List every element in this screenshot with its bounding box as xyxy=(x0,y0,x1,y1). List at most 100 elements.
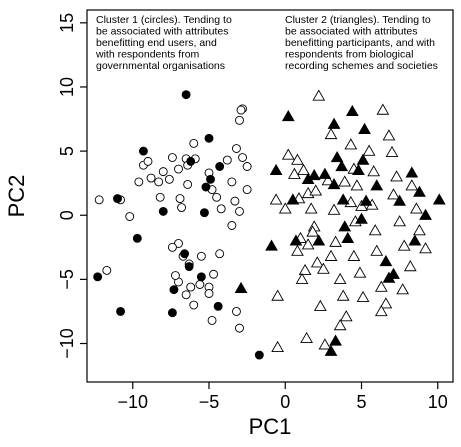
filled-triangle-point xyxy=(336,193,350,205)
open-triangle-point xyxy=(382,129,396,141)
open-triangle-point xyxy=(353,266,367,278)
open-triangle-point xyxy=(318,338,332,350)
open-circle-point xyxy=(235,206,244,216)
annotation-line: recording schemes and societies xyxy=(285,60,438,72)
open-triangle-point xyxy=(339,310,353,322)
filled-triangle-point xyxy=(352,163,365,175)
x-tick-label: 0 xyxy=(280,392,290,412)
filled-triangle-point xyxy=(408,234,422,246)
open-circle-point xyxy=(146,173,156,183)
filled-triangle-point xyxy=(312,234,326,246)
open-triangle-point xyxy=(269,193,283,205)
open-triangle-point xyxy=(367,165,381,177)
filled-circle-point xyxy=(167,308,177,318)
open-circle-point xyxy=(154,177,164,187)
open-circle-point xyxy=(242,185,252,195)
open-circle-point xyxy=(196,251,206,261)
annotation-line: be associated with attributes xyxy=(285,26,418,38)
open-circle-point xyxy=(181,290,191,300)
filled-triangle-point xyxy=(370,179,384,191)
filled-circle-point xyxy=(184,262,194,272)
open-circle-point xyxy=(177,203,187,212)
open-circle-point xyxy=(170,271,180,280)
open-circle-point xyxy=(195,280,205,289)
open-circle-point xyxy=(238,153,248,162)
filled-circle-point xyxy=(180,249,190,259)
filled-triangle-point xyxy=(338,220,352,232)
filled-circle-point xyxy=(113,194,122,204)
open-triangle-point xyxy=(324,127,338,140)
filled-circle-point xyxy=(199,208,209,218)
filled-triangle-point xyxy=(356,153,370,165)
filled-circle-point xyxy=(213,301,223,311)
open-circle-point xyxy=(167,242,177,252)
open-triangle-point xyxy=(312,89,326,101)
open-circle-point xyxy=(155,192,165,202)
annotation-line: respondents from biological xyxy=(285,49,413,61)
annotation-line: Cluster 1 (circles). Tending to xyxy=(96,14,232,26)
filled-triangle-point xyxy=(269,163,283,175)
open-circle-point xyxy=(102,265,112,275)
open-triangle-point xyxy=(304,202,318,214)
filled-circle-point xyxy=(186,156,196,166)
open-circle-point xyxy=(164,174,174,184)
open-triangle-point xyxy=(336,289,350,301)
open-triangle-point xyxy=(271,340,285,353)
open-triangle-point xyxy=(310,256,324,268)
open-circle-point xyxy=(231,306,241,316)
open-triangle-point xyxy=(368,224,382,236)
open-triangle-point xyxy=(291,244,304,256)
open-circle-point xyxy=(212,192,222,202)
open-triangle-point xyxy=(338,175,352,187)
open-triangle-point xyxy=(271,289,285,301)
open-triangle-point xyxy=(278,202,292,214)
filled-triangle-point xyxy=(286,193,300,205)
open-triangle-point xyxy=(370,244,384,256)
open-triangle-point xyxy=(329,235,342,247)
open-circle-point xyxy=(242,162,252,171)
open-circle-point xyxy=(94,195,104,205)
y-tick-label: −10 xyxy=(57,328,77,359)
x-tick-label: 5 xyxy=(356,392,366,412)
y-tick-label: 5 xyxy=(57,146,77,156)
open-triangle-point xyxy=(313,299,327,311)
points-layer xyxy=(93,89,446,360)
open-circle-point xyxy=(158,167,168,177)
open-circle-point xyxy=(183,180,193,189)
filled-circle-point xyxy=(204,133,214,143)
filled-triangle-point xyxy=(234,281,248,294)
filled-circle-point xyxy=(201,182,211,192)
open-triangle-point xyxy=(295,272,309,285)
filled-triangle-point xyxy=(330,151,344,163)
open-triangle-point xyxy=(309,184,323,196)
filled-circle-point xyxy=(196,272,206,282)
open-circle-point xyxy=(235,323,244,333)
open-triangle-point xyxy=(374,280,388,292)
filled-circle-point xyxy=(206,174,215,184)
open-triangle-point xyxy=(396,283,410,295)
filled-triangle-point xyxy=(318,167,332,179)
filled-triangle-point xyxy=(359,194,373,206)
open-triangle-point xyxy=(419,242,432,254)
open-triangle-point xyxy=(333,272,347,285)
open-triangle-point xyxy=(397,239,411,251)
filled-triangle-point xyxy=(324,344,338,356)
filled-triangle-point xyxy=(281,109,295,122)
open-triangle-point xyxy=(288,167,301,179)
open-circle-point xyxy=(174,164,183,174)
open-triangle-point xyxy=(393,215,407,227)
filled-triangle-point xyxy=(329,334,342,346)
open-triangle-point xyxy=(324,249,338,261)
open-circle-point xyxy=(227,177,237,187)
open-circle-point xyxy=(143,156,153,166)
open-triangle-point xyxy=(333,319,347,331)
open-triangle-point xyxy=(327,203,341,215)
y-tick-label: 10 xyxy=(57,77,77,97)
open-circle-point xyxy=(222,155,232,165)
open-triangle-point xyxy=(405,179,419,191)
open-circle-point xyxy=(231,144,241,153)
open-triangle-point xyxy=(379,297,393,309)
open-circle-point xyxy=(189,138,199,148)
open-triangle-point xyxy=(374,304,388,317)
open-triangle-point xyxy=(413,224,426,236)
